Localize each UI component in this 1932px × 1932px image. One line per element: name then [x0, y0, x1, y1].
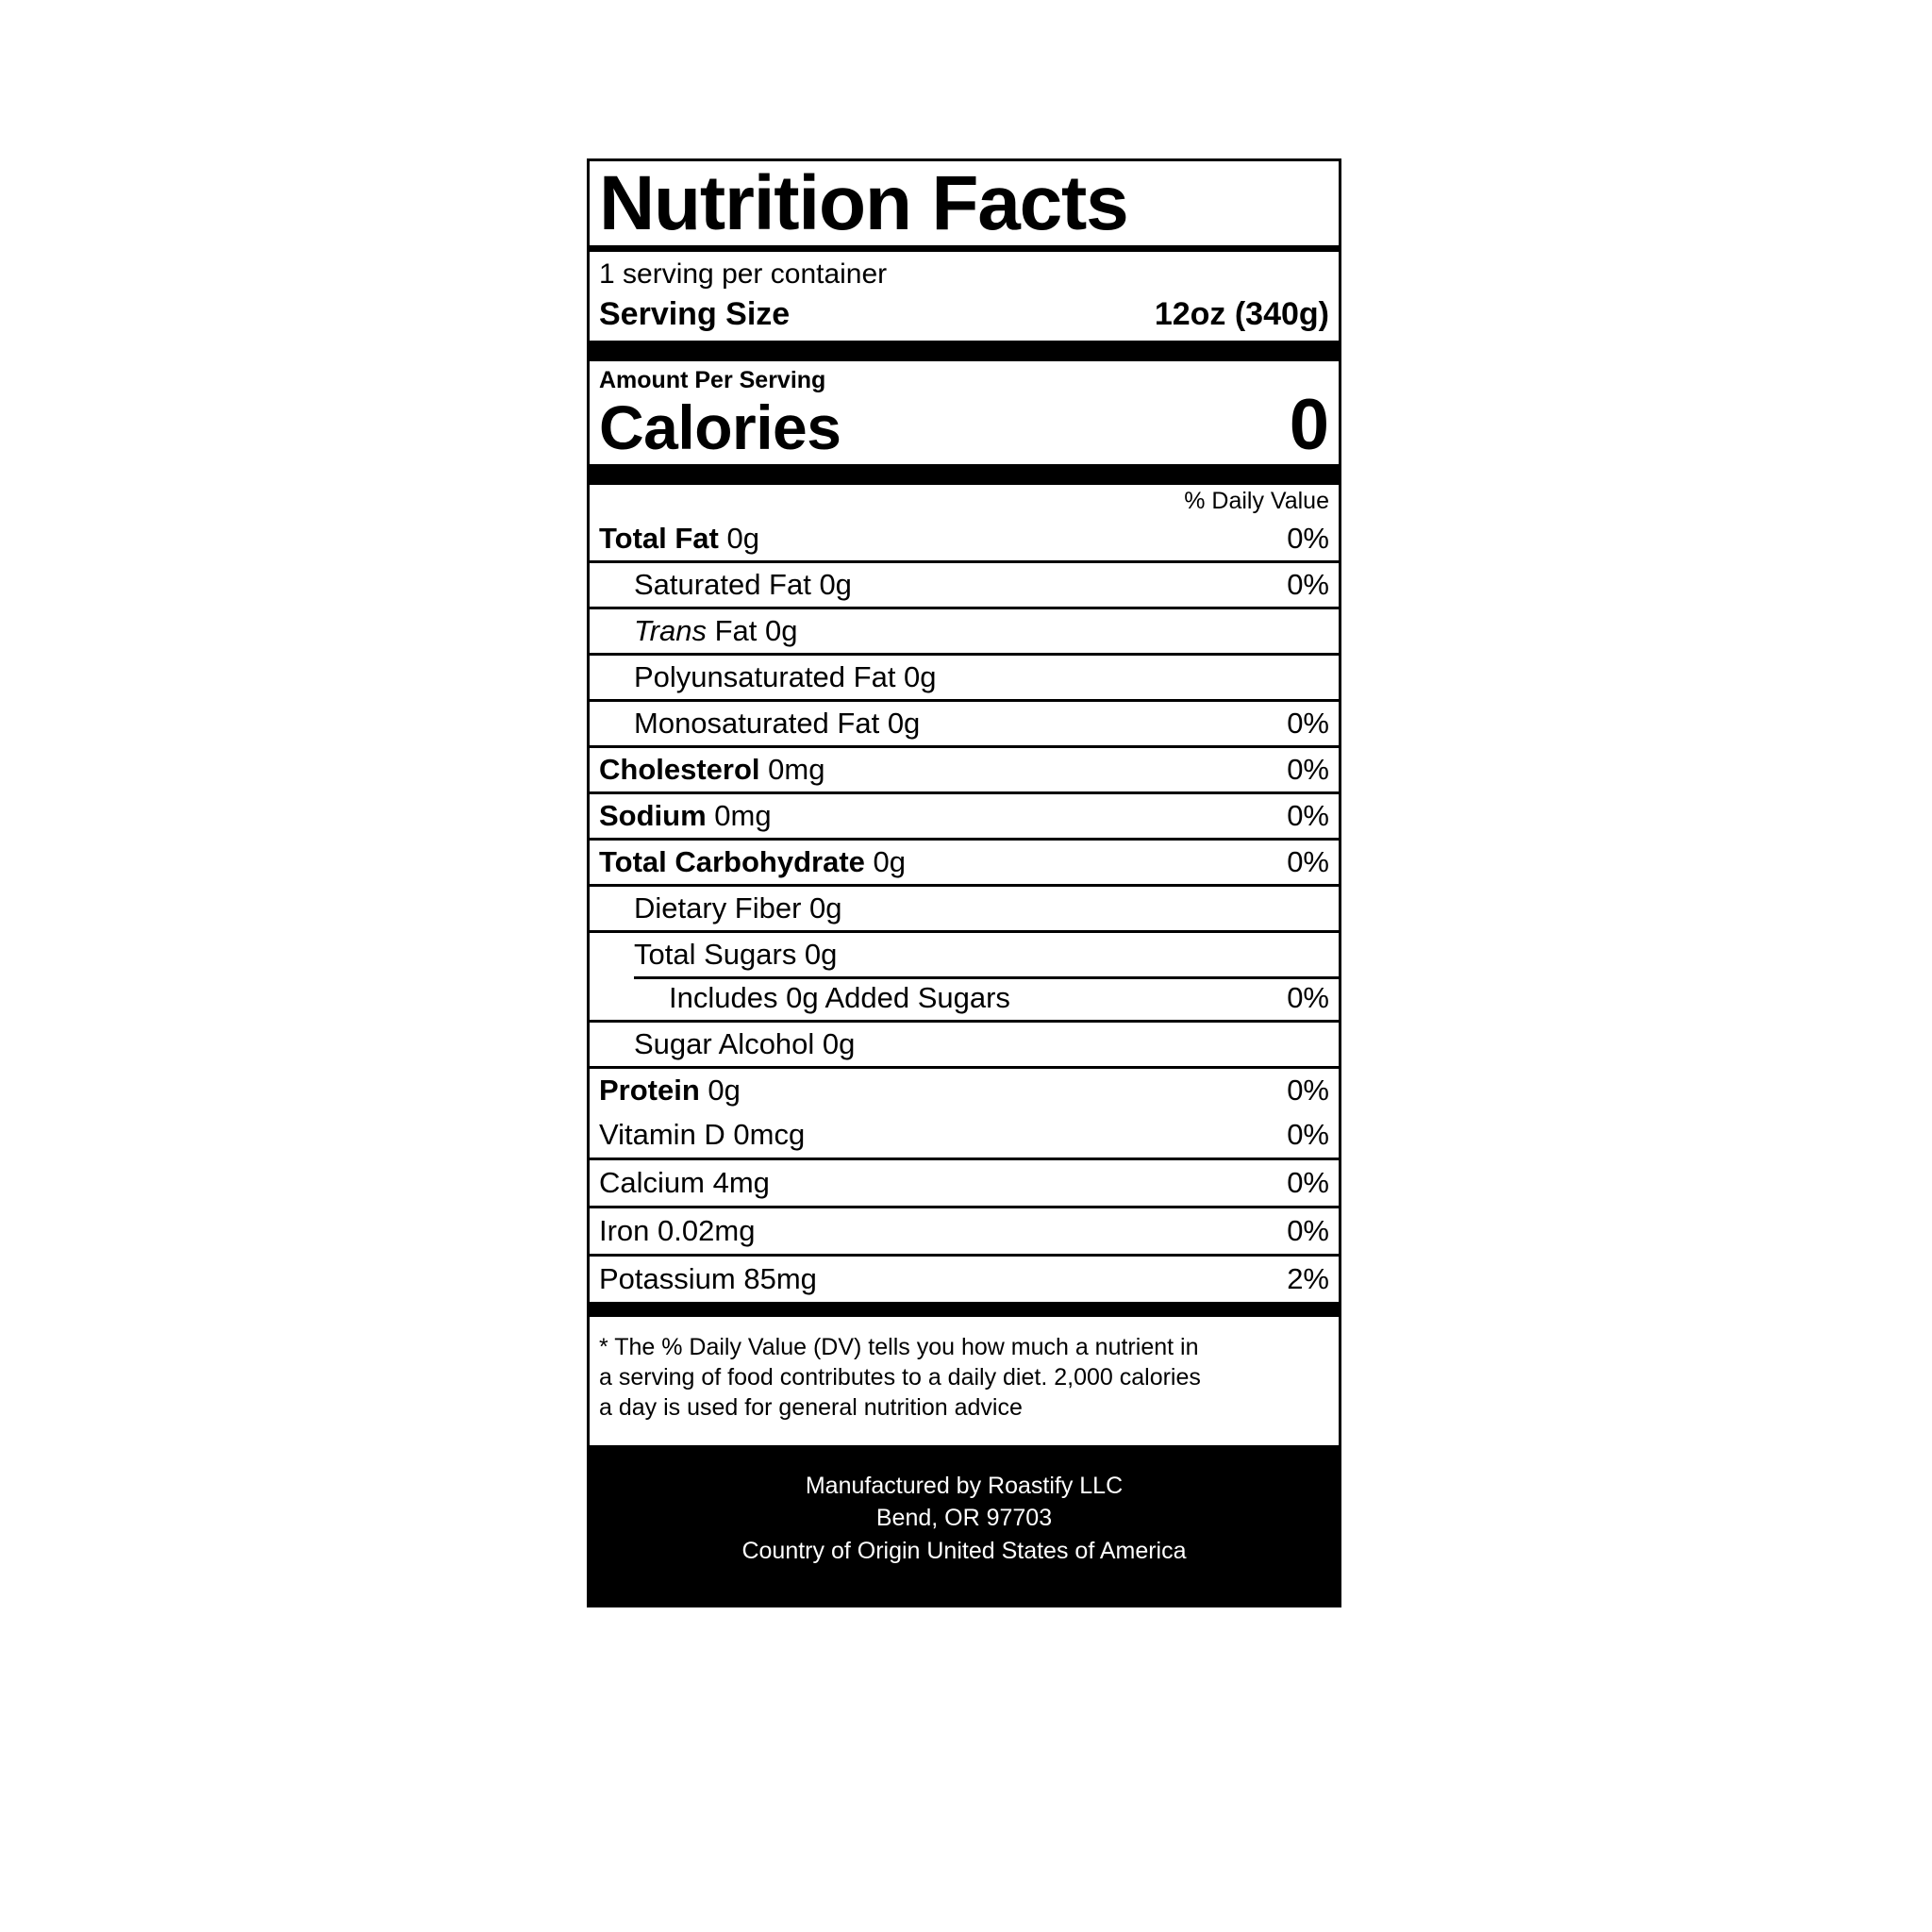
nutrient-row: Total Carbohydrate 0g 0%: [590, 837, 1339, 884]
nutrient-name: Dietary Fiber 0g: [634, 891, 842, 924]
nutrient-daily-value: 0%: [1287, 980, 1329, 1014]
nutrient-name: Total Fat 0g: [599, 521, 759, 555]
nutrient-row: Trans Fat 0g: [590, 606, 1339, 653]
nutrient-daily-value: 0%: [1287, 521, 1329, 555]
vitamin-daily-value: 2%: [1287, 1261, 1329, 1295]
nutrient-row: Total Sugars 0g: [590, 929, 1339, 976]
vitamin-row: Potassium 85mg 2%: [590, 1253, 1339, 1302]
nutrient-name: Total Carbohydrate 0g: [599, 844, 907, 878]
nutrient-name: Trans Fat 0g: [634, 613, 798, 647]
vitamin-name: Potassium 85mg: [599, 1261, 817, 1295]
nutrient-row: Monosaturated Fat 0g 0%: [590, 698, 1339, 745]
manufacturer-name: Manufactured by Roastify LLC: [805, 1472, 1124, 1499]
nutrient-name: Saturated Fat 0g: [634, 567, 852, 601]
nutrient-amount: 0mg: [706, 798, 772, 832]
nutrient-daily-value: 0%: [1287, 567, 1329, 601]
calories-section: Amount Per Serving Calories 0: [590, 361, 1339, 485]
calories-label: Calories: [599, 391, 841, 462]
daily-value-header: % Daily Value: [1184, 487, 1329, 514]
nutrient-row: Protein 0g 0%: [590, 1065, 1339, 1112]
footnote-line-1: * The % Daily Value (DV) tells you how m…: [599, 1333, 1199, 1360]
calories-row: Calories 0: [590, 384, 1339, 485]
vitamin-row: Vitamin D 0mcg 0%: [590, 1112, 1339, 1158]
vitamin-daily-value: 0%: [1287, 1213, 1329, 1247]
nutrient-name: Total Sugars 0g: [634, 937, 838, 971]
nutrient-row: Includes 0g Added Sugars 0%: [590, 975, 1339, 1020]
nutrient-row: Polyunsaturated Fat 0g: [590, 652, 1339, 699]
nutrient-rows: Total Fat 0g 0% Saturated Fat 0g 0% Trans Fa…: [590, 517, 1339, 1112]
nutrient-name: Includes 0g Added Sugars: [669, 980, 1010, 1014]
vitamin-name: Vitamin D 0mcg: [599, 1117, 806, 1151]
vitamin-name: Calcium 4mg: [599, 1165, 770, 1199]
vitamin-daily-value: 0%: [1287, 1165, 1329, 1199]
amount-per-serving-label: Amount Per Serving: [599, 366, 826, 393]
nutrient-name: Polyunsaturated Fat 0g: [634, 659, 937, 693]
calories-value: 0: [1289, 384, 1329, 465]
nutrient-daily-value: 0%: [1287, 798, 1329, 832]
vitamin-row: Calcium 4mg 0%: [590, 1157, 1339, 1206]
serving-size-row: Serving Size 12oz (340g): [590, 296, 1339, 361]
serving-size-value: 12oz (340g): [1154, 295, 1329, 332]
nutrient-row: Sodium 0mg 0%: [590, 791, 1339, 838]
nutrient-row: Dietary Fiber 0g: [590, 883, 1339, 930]
nutrient-name-italic: Trans: [634, 613, 707, 647]
nutrient-row: Total Fat 0g 0%: [590, 517, 1339, 560]
page-title: Nutrition Facts: [590, 161, 1339, 252]
nutrient-amount: 0g: [718, 521, 759, 555]
nutrient-row: Saturated Fat 0g 0%: [590, 559, 1339, 607]
nutrient-row: Cholesterol 0mg 0%: [590, 744, 1339, 791]
nutrient-daily-value: 0%: [1287, 1073, 1329, 1107]
country-of-origin: Country of Origin United States of Ameri…: [741, 1537, 1187, 1564]
nutrient-name: Sugar Alcohol 0g: [634, 1026, 856, 1060]
serving-size-label: Serving Size: [599, 295, 791, 332]
nutrient-daily-value: 0%: [1287, 706, 1329, 740]
vitamin-rows: Vitamin D 0mcg 0% Calcium 4mg 0% Iron 0.02mg…: [590, 1112, 1339, 1317]
footnote-line-3: a day is used for general nutrition advi…: [599, 1393, 1023, 1421]
manufacturer-block: Manufactured by Roastify LLC Bend, OR 97…: [590, 1444, 1339, 1606]
nutrient-name: Sodium 0mg: [599, 798, 772, 832]
nutrient-amount: 0mg: [759, 752, 825, 786]
nutrient-name: Protein 0g: [599, 1073, 741, 1107]
nutrient-daily-value: 0%: [1287, 752, 1329, 786]
nutrient-name: Monosaturated Fat 0g: [634, 706, 921, 740]
nutrition-facts-label: Nutrition Facts 1 serving per container …: [587, 158, 1341, 1608]
vitamin-row: Iron 0.02mg 0%: [590, 1205, 1339, 1254]
footnote-line-2: a serving of food contributes to a daily…: [599, 1363, 1201, 1391]
daily-value-footnote: * The % Daily Value (DV) tells you how m…: [590, 1317, 1339, 1445]
nutrient-amount: 0g: [864, 844, 907, 878]
vitamin-name: Iron 0.02mg: [599, 1213, 756, 1247]
nutrient-row: Sugar Alcohol 0g: [590, 1019, 1339, 1066]
manufacturer-city-state-zip: Bend, OR 97703: [875, 1505, 1053, 1532]
vitamin-daily-value: 0%: [1287, 1117, 1329, 1151]
servings-per-container: 1 serving per container: [599, 258, 888, 290]
nutrient-amount: 0g: [699, 1073, 741, 1107]
nutrient-daily-value: 0%: [1287, 844, 1329, 878]
nutrient-name: Cholesterol 0mg: [599, 752, 825, 786]
